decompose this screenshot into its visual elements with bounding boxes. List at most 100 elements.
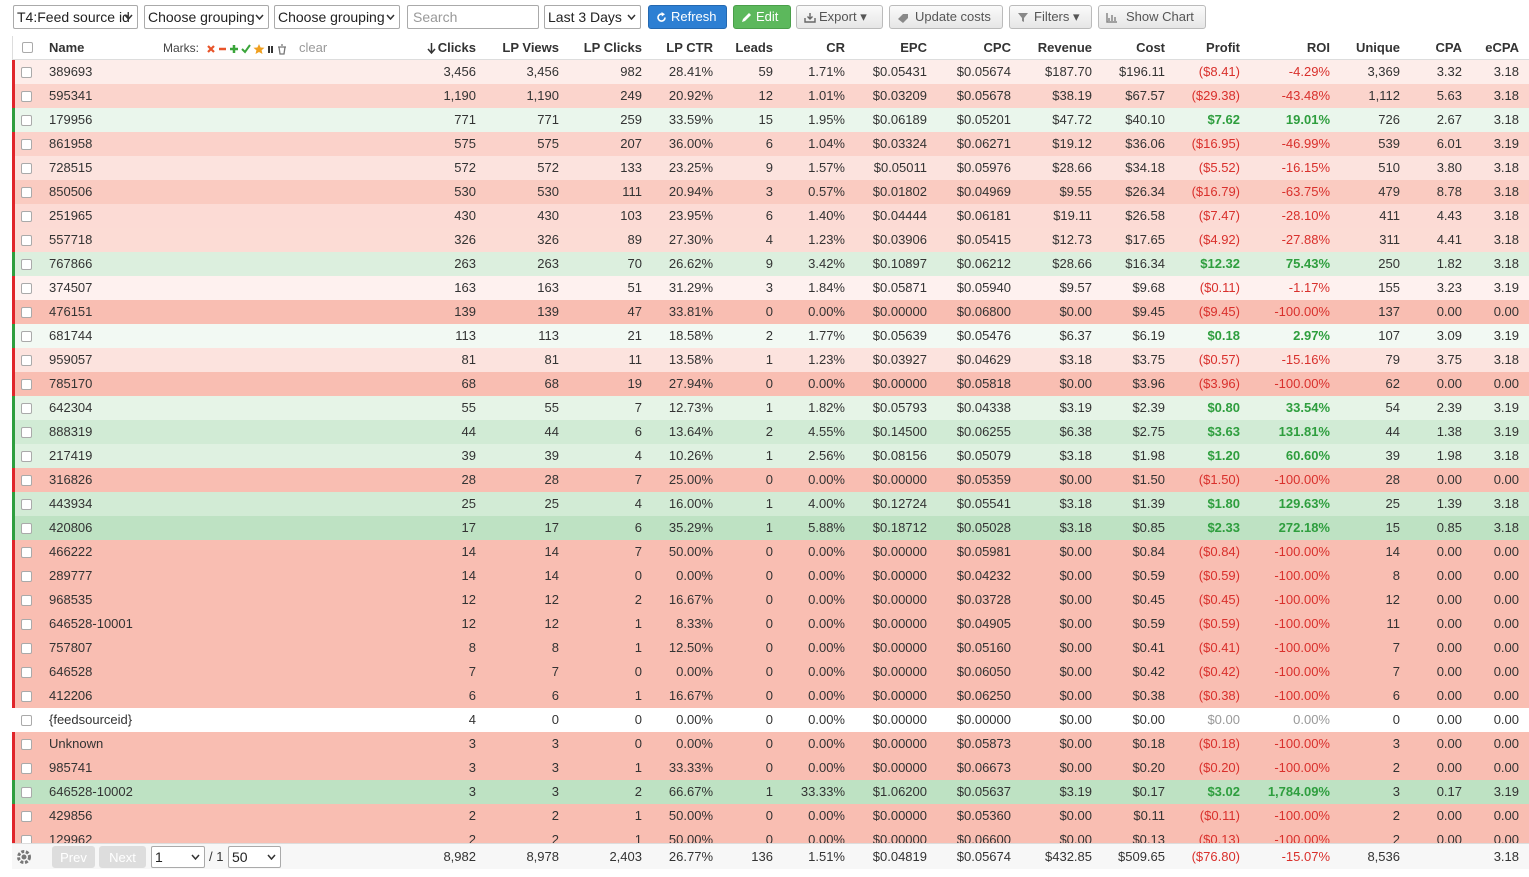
row-checkbox[interactable] xyxy=(21,307,32,318)
row-name[interactable]: 646528-10001 xyxy=(49,616,133,631)
cpc-header[interactable]: CPC xyxy=(983,40,1011,55)
row-checkbox[interactable] xyxy=(21,91,32,102)
row-checkbox[interactable] xyxy=(21,331,32,342)
grouping-select-1[interactable]: T4:Feed source id xyxy=(13,5,138,29)
table-row[interactable]: 595341 1,190 1,190 249 20.92% 12 1.01% $0.03209… xyxy=(12,84,1529,109)
table-row[interactable]: 476151 139 139 47 33.81% 0 0.00% $0.00000 $0.068… xyxy=(12,300,1529,325)
export-button[interactable]: Export ▾ xyxy=(796,5,883,29)
page-select[interactable]: 1 xyxy=(151,846,205,868)
row-checkbox[interactable] xyxy=(21,571,32,582)
row-checkbox[interactable] xyxy=(21,691,32,702)
row-name[interactable]: 646528-10002 xyxy=(49,784,133,799)
row-checkbox[interactable] xyxy=(21,619,32,630)
row-checkbox[interactable] xyxy=(21,451,32,462)
row-checkbox[interactable] xyxy=(21,667,32,678)
table-row[interactable]: 412206 6 6 1 16.67% 0 0.00% $0.00000 $0.06250 $0.… xyxy=(12,684,1529,709)
table-row[interactable]: 646528-10001 12 12 1 8.33% 0 0.00% $0.00000 $0.0… xyxy=(12,612,1529,637)
leads-header[interactable]: Leads xyxy=(735,40,773,55)
clear-marks[interactable]: clear xyxy=(299,40,328,55)
refresh-button[interactable]: Refresh xyxy=(648,5,727,29)
row-name[interactable]: 429856 xyxy=(49,808,93,823)
table-row[interactable]: 968535 12 12 2 16.67% 0 0.00% $0.00000 $0.03728 $… xyxy=(12,588,1529,613)
table-row[interactable]: 767866 263 263 70 26.62% 9 3.42% $0.10897 $0.062… xyxy=(12,252,1529,277)
row-checkbox[interactable] xyxy=(21,379,32,390)
row-name[interactable]: 179956 xyxy=(49,112,93,127)
table-row[interactable]: 642304 55 55 7 12.73% 1 1.82% $0.05793 $0.04338 $… xyxy=(12,396,1529,421)
row-checkbox[interactable] xyxy=(21,403,32,414)
row-name[interactable]: 757807 xyxy=(49,640,93,655)
table-row[interactable]: 888319 44 44 6 13.64% 2 4.55% $0.14500 $0.06255 $… xyxy=(12,420,1529,445)
name-header[interactable]: Name xyxy=(49,40,85,55)
row-name[interactable]: 767866 xyxy=(49,256,93,271)
row-checkbox[interactable] xyxy=(21,115,32,126)
date-select[interactable]: Last 3 Days xyxy=(544,5,641,29)
unique-header[interactable]: Unique xyxy=(1355,40,1400,55)
row-name[interactable]: 420806 xyxy=(49,520,93,535)
row-name[interactable]: 412206 xyxy=(49,688,93,703)
row-checkbox[interactable] xyxy=(21,523,32,534)
table-row[interactable]: 646528-10002 3 3 2 66.67% 1 33.33% $1.06200 $0.0… xyxy=(12,780,1529,805)
table-row[interactable]: Unknown 3 3 0 0.00% 0 0.00% $0.00000 $0.05873 $0.… xyxy=(12,732,1529,757)
row-name[interactable]: 476151 xyxy=(49,304,93,319)
next-button[interactable]: Next xyxy=(99,846,146,868)
table-row[interactable]: 374507 163 163 51 31.29% 3 1.84% $0.05871 $0.059… xyxy=(12,276,1529,301)
table-row[interactable]: 557718 326 326 89 27.30% 4 1.23% $0.03906 $0.054… xyxy=(12,228,1529,253)
row-name[interactable]: 374507 xyxy=(49,280,93,295)
row-name[interactable]: 466222 xyxy=(49,544,93,559)
row-checkbox[interactable] xyxy=(21,427,32,438)
row-checkbox[interactable] xyxy=(21,187,32,198)
cpa-header[interactable]: CPA xyxy=(1435,40,1462,55)
row-name[interactable]: 959057 xyxy=(49,352,93,367)
row-name[interactable]: 642304 xyxy=(49,400,93,415)
row-checkbox[interactable] xyxy=(21,835,32,843)
clicks-header[interactable]: Clicks xyxy=(437,40,476,55)
table-row[interactable]: 420806 17 17 6 35.29% 1 5.88% $0.18712 $0.05028 $… xyxy=(12,516,1529,541)
row-checkbox[interactable] xyxy=(21,163,32,174)
table-row[interactable]: 217419 39 39 4 10.26% 1 2.56% $0.08156 $0.05079 $… xyxy=(12,444,1529,469)
lp-clicks-header[interactable]: LP Clicks xyxy=(583,40,642,55)
table-row[interactable]: 443934 25 25 4 16.00% 1 4.00% $0.12724 $0.05541 $… xyxy=(12,492,1529,517)
table-row[interactable]: 861958 575 575 207 36.00% 6 1.04% $0.03324 $0.06… xyxy=(12,132,1529,157)
table-row[interactable]: 785170 68 68 19 27.94% 0 0.00% $0.00000 $0.05818… xyxy=(12,372,1529,397)
row-checkbox[interactable] xyxy=(21,811,32,822)
table-row[interactable]: 466222 14 14 7 50.00% 0 0.00% $0.00000 $0.05981 $… xyxy=(12,540,1529,565)
prev-button[interactable]: Prev xyxy=(52,846,95,868)
select-all-checkbox[interactable] xyxy=(22,42,33,53)
row-name[interactable]: 217419 xyxy=(49,448,93,463)
row-name[interactable]: 316826 xyxy=(49,472,93,487)
row-name[interactable]: 389693 xyxy=(49,64,93,79)
cost-header[interactable]: Cost xyxy=(1136,40,1165,55)
row-name[interactable]: 985741 xyxy=(49,760,93,775)
row-name[interactable]: 595341 xyxy=(49,88,93,103)
search-input[interactable]: Search xyxy=(407,5,539,29)
ecpa-header[interactable]: eCPA xyxy=(1485,40,1519,55)
row-checkbox[interactable] xyxy=(21,499,32,510)
marks-icons[interactable] xyxy=(206,43,296,55)
row-checkbox[interactable] xyxy=(21,643,32,654)
show-chart-button[interactable]: Show Chart xyxy=(1098,5,1206,29)
row-name[interactable]: 443934 xyxy=(49,496,93,511)
row-name[interactable]: 888319 xyxy=(49,424,93,439)
epc-header[interactable]: EPC xyxy=(900,40,927,55)
row-checkbox[interactable] xyxy=(21,547,32,558)
row-name[interactable]: 557718 xyxy=(49,232,93,247)
row-checkbox[interactable] xyxy=(21,787,32,798)
row-checkbox[interactable] xyxy=(21,283,32,294)
row-checkbox[interactable] xyxy=(21,355,32,366)
grouping-select-2[interactable]: Choose grouping xyxy=(144,5,269,29)
table-row[interactable]: 646528 7 7 0 0.00% 0 0.00% $0.00000 $0.06050 $0.0… xyxy=(12,660,1529,685)
row-checkbox[interactable] xyxy=(21,211,32,222)
table-row[interactable]: 985741 3 3 1 33.33% 0 0.00% $0.00000 $0.06673 $0.… xyxy=(12,756,1529,781)
row-name[interactable]: {feedsourceid} xyxy=(49,712,133,727)
row-name[interactable]: 251965 xyxy=(49,208,93,223)
table-row[interactable]: 757807 8 8 1 12.50% 0 0.00% $0.00000 $0.05160 $0.… xyxy=(12,636,1529,661)
cr-header[interactable]: CR xyxy=(826,40,845,55)
row-name[interactable]: Unknown xyxy=(49,736,104,751)
row-name[interactable]: 785170 xyxy=(49,376,93,391)
table-row[interactable]: 429856 2 2 1 50.00% 0 0.00% $0.00000 $0.05360 $0.… xyxy=(12,804,1529,829)
roi-header[interactable]: ROI xyxy=(1306,40,1330,55)
table-row[interactable]: 251965 430 430 103 23.95% 6 1.40% $0.04444 $0.06… xyxy=(12,204,1529,229)
table-row[interactable]: 289777 14 14 0 0.00% 0 0.00% $0.00000 $0.04232 $0… xyxy=(12,564,1529,589)
table-row[interactable]: 129962 2 2 1 50.00% 0 0.00% $0.00000 $0.06600 $0.… xyxy=(12,828,1529,843)
row-checkbox[interactable] xyxy=(21,715,32,726)
